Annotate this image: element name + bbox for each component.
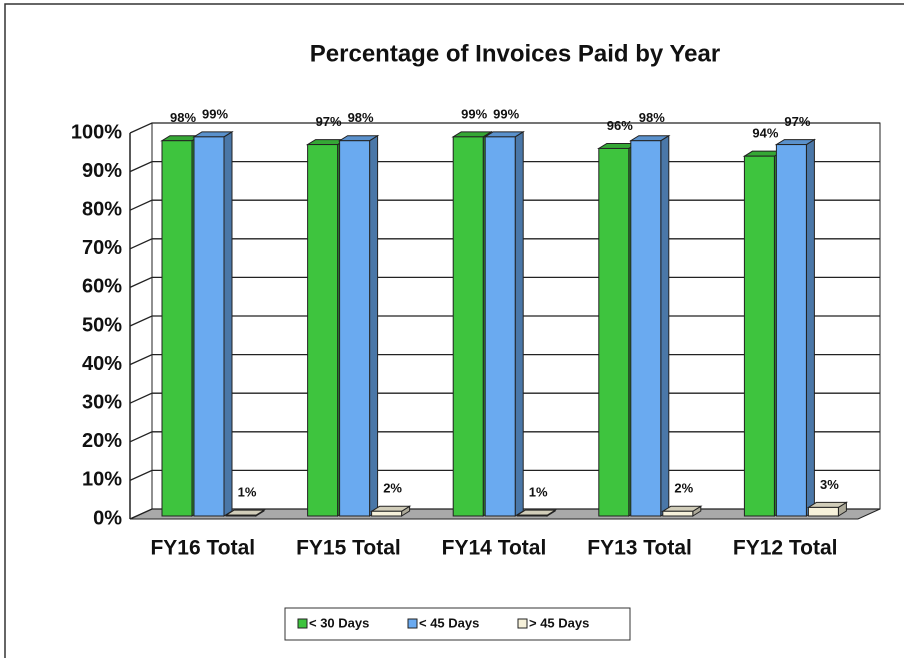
x-tick-label: FY14 Total — [442, 537, 547, 560]
y-tick-label: 100% — [71, 121, 122, 143]
bar — [743, 155, 775, 517]
legend-swatch — [517, 618, 528, 629]
value-label: 98% — [170, 110, 196, 125]
value-label: 97% — [784, 114, 810, 129]
value-label: 94% — [752, 126, 778, 141]
x-tick-label: FY16 Total — [150, 537, 255, 560]
y-tick-label: 60% — [82, 276, 122, 298]
value-label: 96% — [607, 118, 633, 133]
bar — [193, 136, 225, 517]
value-label: 1% — [238, 485, 257, 500]
bar — [630, 140, 662, 517]
x-tick-label: FY13 Total — [587, 537, 692, 560]
y-tick-label: 90% — [82, 160, 122, 182]
value-label: 1% — [529, 485, 548, 500]
y-tick-label: 30% — [82, 391, 122, 413]
legend-label: < 45 Days — [419, 615, 479, 630]
x-tick-label: FY12 Total — [733, 537, 838, 560]
bar-side — [369, 134, 379, 517]
y-tick-label: 40% — [82, 353, 122, 375]
value-label: 99% — [493, 106, 519, 121]
bar — [775, 144, 807, 517]
y-tick-label: 50% — [82, 314, 122, 336]
bar — [662, 510, 694, 517]
grid-line — [129, 122, 880, 134]
bar — [807, 506, 839, 517]
bar — [484, 136, 516, 517]
value-label: 98% — [639, 110, 665, 125]
bar — [516, 514, 548, 517]
legend-label: < 30 Days — [309, 615, 369, 630]
value-label: 99% — [461, 106, 487, 121]
bar-side — [514, 130, 524, 517]
y-tick-label: 10% — [82, 469, 122, 491]
legend-label: > 45 Days — [529, 615, 589, 630]
legend-swatch — [297, 618, 308, 629]
legend: < 30 Days < 45 Days > 45 Days — [284, 607, 631, 641]
y-tick-label: 20% — [82, 430, 122, 452]
x-tick-label: FY15 Total — [296, 537, 401, 560]
value-label: 2% — [674, 481, 693, 496]
value-label: 98% — [348, 110, 374, 125]
value-label: 97% — [316, 114, 342, 129]
y-tick-label: 0% — [93, 507, 122, 529]
bar — [307, 144, 339, 517]
bar-side — [805, 138, 815, 517]
bar — [161, 140, 193, 517]
bar — [371, 510, 403, 517]
y-tick-label: 80% — [82, 198, 122, 220]
bar — [598, 147, 630, 517]
legend-box — [284, 607, 631, 641]
bar — [339, 140, 371, 517]
value-label: 3% — [820, 477, 839, 492]
value-label: 99% — [202, 106, 228, 121]
chart-title: Percentage of Invoices Paid by Year — [310, 40, 720, 67]
bar-side — [660, 134, 670, 517]
bar-side — [223, 130, 233, 517]
legend-swatch — [407, 618, 418, 629]
bar — [452, 136, 484, 517]
value-label: 2% — [383, 481, 402, 496]
y-tick-label: 70% — [82, 237, 122, 259]
bar — [225, 514, 257, 517]
